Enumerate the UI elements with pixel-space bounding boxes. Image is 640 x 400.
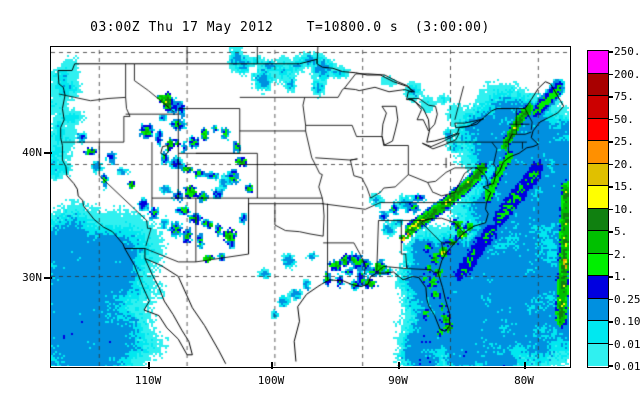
xlabel-80w: 80W (514, 374, 534, 387)
ytick-40n (44, 152, 52, 154)
colorbar-label-1: 1. (614, 270, 628, 283)
colorbar-label-10: 10. (614, 202, 634, 216)
colorbar-label-2: 2. (614, 247, 628, 261)
precipitation-colorbar (587, 50, 609, 368)
colorbar-label-50: 50. (614, 112, 634, 126)
colorbar-label-15: 15. (614, 180, 634, 193)
colorbar-label-250: 250. (614, 45, 640, 58)
xtick-90w (398, 362, 400, 369)
colorbar-label-75: 75. (614, 90, 634, 103)
xtick-80w (524, 362, 526, 369)
xlabel-100w: 100W (257, 374, 285, 387)
colorbar-band-1 (588, 276, 608, 299)
colorbar-band-250 (588, 51, 608, 74)
colorbar-tickmark (609, 321, 613, 323)
colorbar-label-20: 20. (614, 157, 634, 171)
colorbar-tickmark (609, 96, 613, 98)
colorbar-tickmark (609, 231, 613, 233)
colorbar-tickmark (609, 343, 613, 345)
colorbar-band-25 (588, 141, 608, 164)
colorbar-band-75 (588, 96, 608, 119)
colorbar-tickmark (609, 208, 613, 210)
colorbar-label-001: 0.01 (614, 337, 640, 351)
map-plot-area (50, 46, 571, 368)
colorbar-tickmark (609, 253, 613, 255)
colorbar-label-5: 5. (614, 225, 628, 238)
colorbar-tickmark (609, 73, 613, 75)
colorbar-band-15 (588, 186, 608, 209)
colorbar-tickmark (609, 365, 613, 367)
colorbar-label-025: 0.25 (614, 292, 640, 306)
colorbar-tickmark (609, 163, 613, 165)
colorbar-band-2 (588, 253, 608, 276)
colorbar-band-025 (588, 298, 608, 321)
colorbar-tickmark (609, 141, 613, 143)
colorbar-label-200: 200. (614, 67, 640, 81)
colorbar-band-20 (588, 163, 608, 186)
colorbar-tickmark (609, 51, 613, 53)
colorbar-tickmark (609, 186, 613, 188)
ytick-30n (44, 277, 52, 279)
colorbar-band-200 (588, 73, 608, 96)
precipitation-field-canvas (51, 47, 569, 366)
colorbar-band-5 (588, 231, 608, 254)
xtick-110w (148, 362, 150, 369)
colorbar-tickmark (609, 276, 613, 278)
colorbar-label-bottom: 0.01 (614, 360, 640, 373)
colorbar-tick-labels: 250. 200. 75. 50. 25. 20. 15. 10. 5. 2. 1. 0.25 0.10… (609, 46, 640, 372)
colorbar-label-25: 25. (614, 135, 634, 148)
colorbar-band-10 (588, 208, 608, 231)
xtick-100w (271, 362, 273, 369)
map-canvas-wrapper (51, 47, 570, 367)
colorbar-tickmark (609, 118, 613, 120)
figure-title: 03:00Z Thu 17 May 2012 T=10800.0 s (3:00… (90, 20, 490, 35)
colorbar-band-001 (588, 343, 608, 366)
colorbar-band-010 (588, 321, 608, 344)
xlabel-90w: 90W (388, 374, 408, 387)
ylabel-30n: 30N (22, 271, 42, 284)
ylabel-40n: 40N (22, 146, 42, 159)
colorbar-label-010: 0.10 (614, 315, 640, 328)
xlabel-110w: 110W (134, 374, 162, 387)
colorbar-band-50 (588, 118, 608, 141)
colorbar-tickmark (609, 298, 613, 300)
